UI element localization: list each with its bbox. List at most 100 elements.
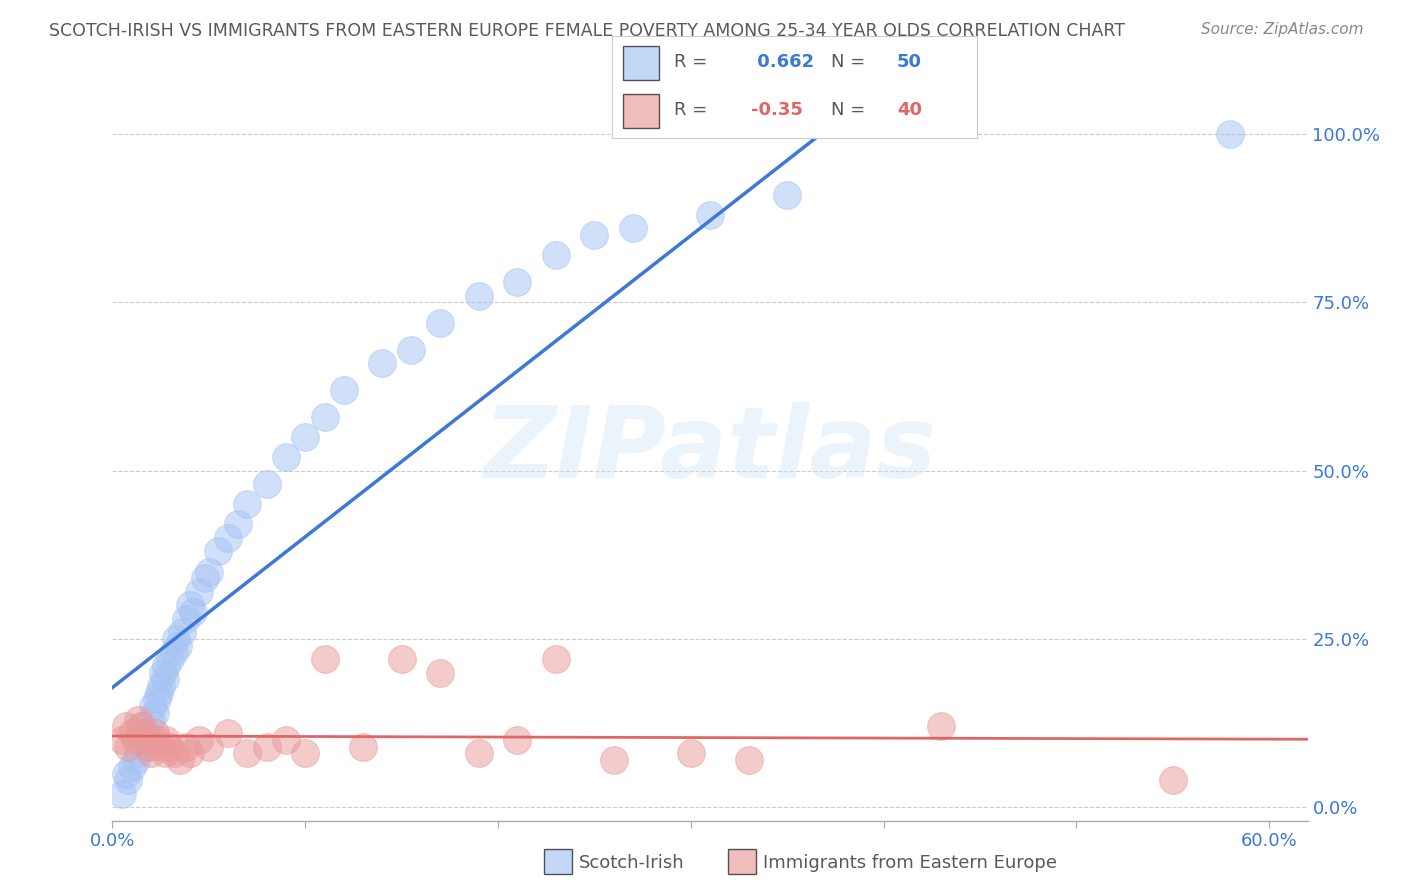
Point [274,450,297,465]
Point [1219,127,1241,141]
Point [621,221,644,235]
Point [776,187,799,202]
Point [155,658,177,673]
Text: ZIPatlas: ZIPatlas [484,402,936,499]
Point [602,753,624,767]
Point [188,732,211,747]
Point [115,766,138,780]
Point [429,665,451,680]
Point [143,726,166,740]
Point [174,739,197,754]
Point [679,747,702,761]
Point [506,275,529,289]
Point [179,747,201,761]
Point [198,565,221,579]
Point [256,739,278,754]
Point [124,732,146,747]
Point [152,665,174,680]
Point [194,571,217,585]
Point [159,652,181,666]
Point [111,787,134,801]
Text: N =: N = [831,54,870,71]
FancyBboxPatch shape [623,95,659,128]
Point [124,753,146,767]
Point [139,747,162,761]
Point [127,713,149,727]
Point [136,732,159,747]
Point [544,248,567,262]
Point [111,732,134,747]
Text: SCOTCH-IRISH VS IMMIGRANTS FROM EASTERN EUROPE FEMALE POVERTY AMONG 25-34 YEAR O: SCOTCH-IRISH VS IMMIGRANTS FROM EASTERN … [49,22,1125,40]
Point [314,409,336,424]
Point [506,732,529,747]
Point [544,652,567,666]
Point [401,343,423,357]
Point [236,497,259,511]
Point [143,706,166,720]
Point [274,732,297,747]
Point [131,719,153,733]
Point [169,753,191,767]
Text: 0.662: 0.662 [751,54,814,71]
Point [179,599,201,613]
Text: Scotch-Irish: Scotch-Irish [579,854,685,871]
Point [174,612,197,626]
Point [149,679,172,693]
Point [127,747,149,761]
Point [138,739,160,754]
Point [117,739,139,754]
Text: 40: 40 [897,101,922,119]
Point [352,739,374,754]
Point [153,673,176,687]
Text: R =: R = [673,101,713,119]
Point [131,732,153,747]
Point [146,692,169,706]
Point [115,719,138,733]
Point [163,747,186,761]
Text: N =: N = [831,101,870,119]
Point [134,739,156,754]
FancyBboxPatch shape [623,46,659,79]
Point [132,726,155,740]
Point [121,760,143,774]
Point [429,316,451,330]
Point [142,699,165,714]
Point [1161,773,1184,788]
Point [294,430,316,444]
Point [294,747,316,761]
Text: -0.35: -0.35 [751,101,803,119]
Point [217,531,239,545]
Text: R =: R = [673,54,713,71]
Point [121,726,143,740]
Point [136,726,159,740]
Point [159,739,181,754]
Point [183,605,205,619]
Text: Immigrants from Eastern Europe: Immigrants from Eastern Europe [763,854,1057,871]
Text: Source: ZipAtlas.com: Source: ZipAtlas.com [1201,22,1364,37]
Point [333,383,356,397]
Point [583,228,606,243]
Point [139,713,162,727]
Point [146,732,169,747]
Point [117,773,139,788]
Point [931,719,953,733]
Point [148,686,170,700]
Point [467,747,489,761]
Point [149,739,172,754]
Point [314,652,336,666]
Point [217,726,239,740]
Point [198,739,221,754]
Point [155,732,177,747]
Point [699,208,721,222]
Point [131,719,153,733]
Point [165,632,187,646]
Point [467,288,489,302]
Point [236,747,259,761]
Point [256,477,278,491]
Point [391,652,413,666]
Point [163,645,186,659]
Point [167,639,190,653]
Text: 50: 50 [897,54,922,71]
Point [170,625,193,640]
Point [207,544,229,558]
